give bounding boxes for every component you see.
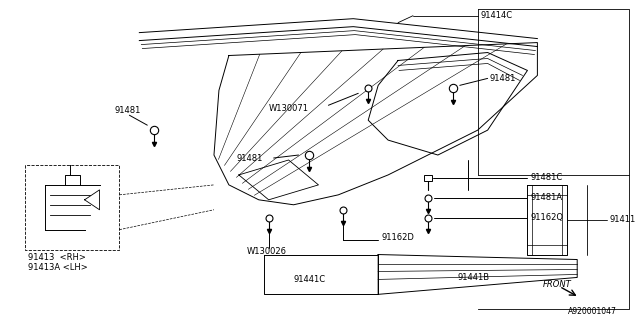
- Text: 91441B: 91441B: [458, 273, 490, 282]
- Text: 91411: 91411: [609, 215, 636, 224]
- Text: 91481: 91481: [115, 106, 141, 115]
- Text: 91481A: 91481A: [531, 193, 563, 202]
- Text: 91481C: 91481C: [531, 173, 563, 182]
- Text: 91481: 91481: [237, 154, 263, 163]
- Text: 91162Q: 91162Q: [531, 213, 563, 222]
- Text: 91413A <LH>: 91413A <LH>: [28, 263, 88, 272]
- Text: A920001047: A920001047: [568, 307, 617, 316]
- Text: 91441C: 91441C: [294, 275, 326, 284]
- Text: 91414C: 91414C: [481, 11, 513, 20]
- Text: 91162D: 91162D: [381, 233, 414, 242]
- Text: W130026: W130026: [247, 247, 287, 256]
- Text: FRONT: FRONT: [542, 280, 571, 289]
- Text: 91481: 91481: [490, 74, 516, 83]
- Text: 91413  <RH>: 91413 <RH>: [28, 253, 86, 262]
- Text: W130071: W130071: [269, 104, 308, 113]
